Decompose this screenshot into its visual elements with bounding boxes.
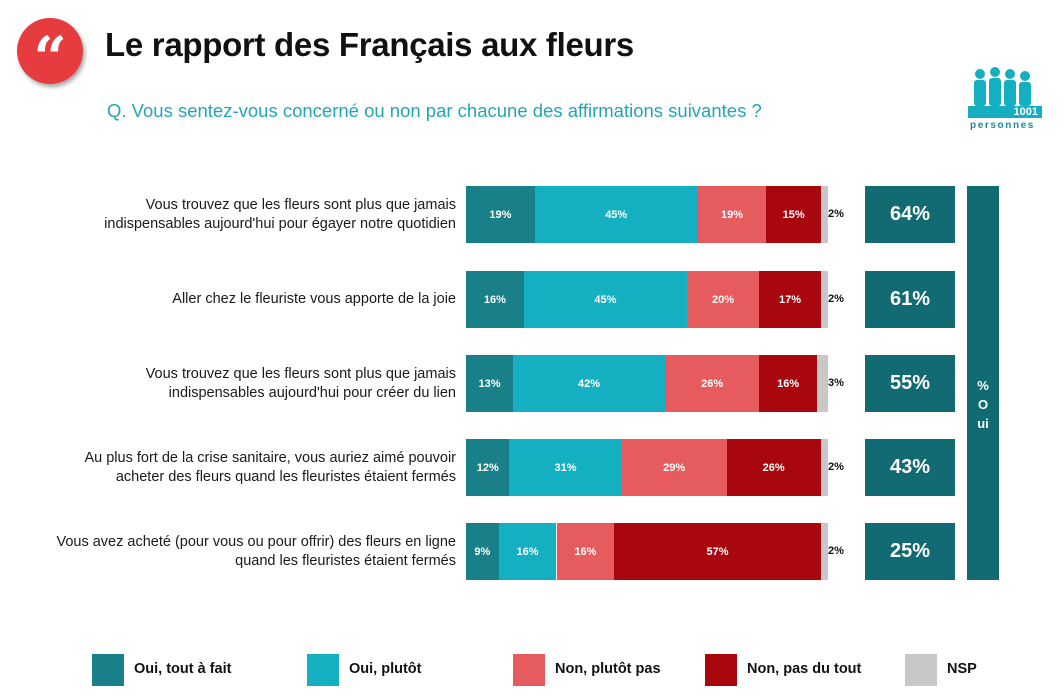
nsp-value-label: 3%: [828, 376, 844, 389]
legend-label: Oui, plutôt: [349, 661, 422, 677]
legend-swatch: [705, 654, 737, 686]
bar-segment: 45%: [534, 186, 698, 243]
bar-segment: [817, 355, 828, 412]
bar-segment: 42%: [513, 355, 666, 412]
oui-total-value: 25%: [865, 523, 955, 580]
bar-segment: 20%: [686, 271, 760, 328]
nsp-value-label: 2%: [828, 460, 844, 473]
people-icon: [974, 67, 1031, 106]
sample-size-logo: 1001 personnes: [964, 64, 1046, 146]
bar-segment: 16%: [556, 523, 615, 580]
legend-label: Oui, tout à fait: [134, 661, 232, 677]
bar-segment: 19%: [697, 186, 767, 243]
category-label: Vous trouvez que les fleurs sont plus qu…: [104, 196, 456, 232]
sample-count: 1001: [968, 106, 1042, 118]
bar-segment: 31%: [509, 439, 622, 496]
bar-segment: 26%: [665, 355, 760, 412]
bar-segment: 19%: [466, 186, 535, 243]
nsp-value-label: 2%: [828, 207, 844, 220]
category-label: Vous trouvez que les fleurs sont plus qu…: [145, 365, 456, 401]
bar-segment: 15%: [766, 186, 821, 243]
bar-segment: 29%: [621, 439, 727, 496]
sample-word: personnes: [970, 120, 1035, 131]
oui-total-value: 55%: [865, 355, 955, 412]
bar-segment: 45%: [523, 271, 687, 328]
page-title: Le rapport des Français aux fleurs: [105, 26, 634, 63]
bar-segment: [820, 523, 828, 580]
legend-swatch: [307, 654, 339, 686]
nsp-value-label: 2%: [828, 292, 844, 305]
legend-label: NSP: [947, 661, 977, 677]
bar-segment: 13%: [466, 355, 514, 412]
oui-total-value: 64%: [865, 186, 955, 243]
quote-glyph: “: [33, 24, 67, 92]
oui-total-value: 43%: [865, 439, 955, 496]
bar-segment: 16%: [498, 523, 557, 580]
legend-label: Non, plutôt pas: [555, 661, 661, 677]
category-label: Aller chez le fleuriste vous apporte de …: [172, 291, 456, 307]
bar-segment: [820, 186, 828, 243]
legend-swatch: [92, 654, 124, 686]
oui-total-value: 61%: [865, 271, 955, 328]
bar-segment: 26%: [726, 439, 821, 496]
bar-segment: 57%: [614, 523, 821, 580]
bar-segment: 16%: [759, 355, 818, 412]
category-label: Vous avez acheté (pour vous ou pour offr…: [56, 533, 456, 569]
bar-segment: 12%: [466, 439, 510, 496]
bar-segment: 17%: [759, 271, 821, 328]
oui-total-band: % Oui: [967, 186, 999, 580]
nsp-value-label: 2%: [828, 544, 844, 557]
bar-segment: [820, 271, 828, 328]
question-text: Q. Vous sentez-vous concerné ou non par …: [107, 100, 762, 121]
oui-total-label: % Oui: [977, 378, 989, 431]
legend-swatch: [513, 654, 545, 686]
legend-swatch: [905, 654, 937, 686]
bar-segment: 16%: [466, 271, 524, 328]
bar-segment: [820, 439, 828, 496]
quote-badge: “: [17, 18, 83, 92]
bar-segment: 9%: [466, 523, 499, 580]
category-label: Au plus fort de la crise sanitaire, vous…: [84, 449, 456, 485]
legend-label: Non, pas du tout: [747, 661, 862, 677]
